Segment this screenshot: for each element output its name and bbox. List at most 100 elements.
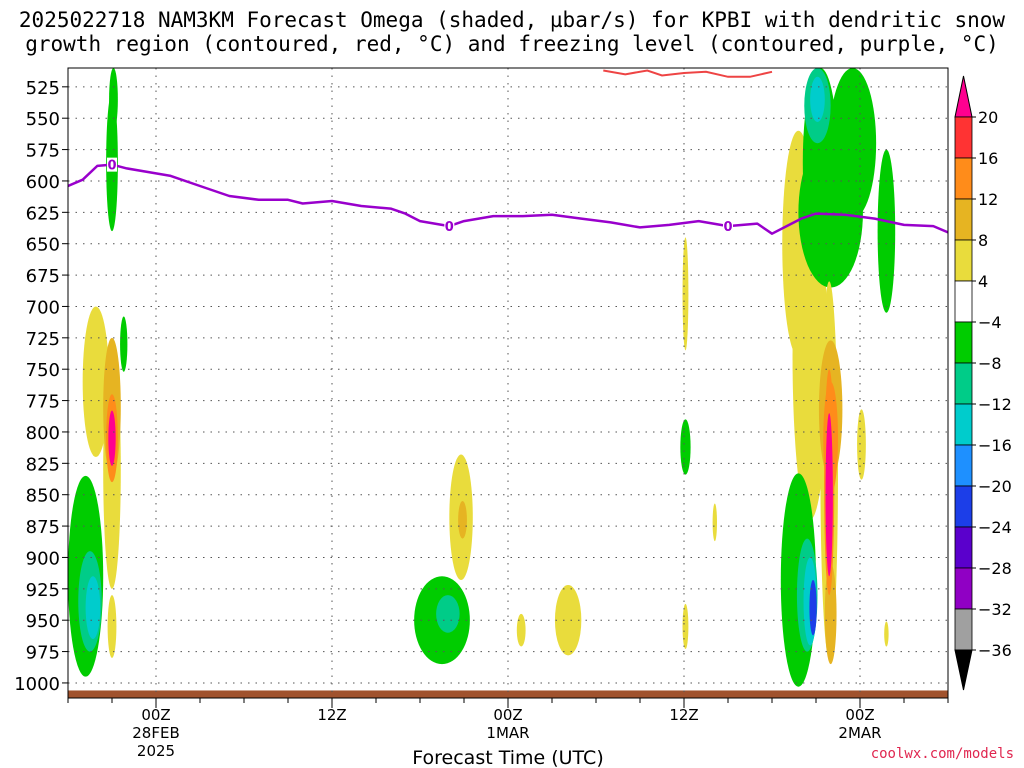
- omega-cell: [458, 500, 467, 539]
- omega-cell: [108, 410, 116, 466]
- y-tick-label: 1000: [14, 674, 60, 695]
- y-tick-label: 825: [26, 454, 60, 475]
- colorbar-label: 20: [978, 108, 998, 127]
- omega-cell: [857, 409, 866, 480]
- y-tick-label: 675: [26, 266, 60, 287]
- colorbar-label: −20: [978, 477, 1012, 496]
- omega-cell: [682, 237, 689, 351]
- omega-colorbar: 20 16 12 8 4 −4 −8 −12 −16 −20 −24 −28 −32 −36: [954, 75, 1012, 691]
- colorbar-label: −4: [978, 313, 1002, 332]
- y-tick-label: 950: [26, 611, 60, 632]
- freezing-label-bg: [444, 219, 455, 234]
- y-tick-label: 600: [26, 172, 60, 193]
- y-tick-label: 850: [26, 486, 60, 507]
- x-tick-label: 2025: [137, 742, 175, 760]
- terrain-fill: [68, 690, 948, 698]
- omega-cell: [829, 68, 877, 219]
- y-tick-label: 750: [26, 360, 60, 381]
- x-tick-label: 00Z: [493, 706, 522, 724]
- freezing-label: 0: [723, 220, 732, 235]
- plot-grid: [68, 68, 948, 698]
- chart-title-line-2: growth region (contoured, red, °C) and f…: [25, 32, 999, 56]
- colorbar-label: −28: [978, 559, 1012, 578]
- freezing-label-bg: [723, 219, 733, 234]
- colorbar-label: 16: [978, 149, 998, 168]
- colorbar-label: −32: [978, 600, 1012, 619]
- omega-cell: [82, 306, 110, 458]
- y-tick-label: 925: [26, 580, 60, 601]
- omega-cell: [810, 76, 825, 122]
- x-tick-label: 2MAR: [838, 724, 881, 742]
- omega-cell: [877, 149, 896, 313]
- colorbar-segment: [954, 116, 973, 159]
- x-tick-label: 1MAR: [486, 724, 529, 742]
- freezing-label-bg: [107, 157, 117, 172]
- omega-cell: [682, 603, 689, 650]
- y-tick-label: 550: [26, 109, 60, 130]
- y-tick-label: 800: [26, 423, 60, 444]
- omega-cell: [120, 316, 128, 372]
- y-tick-label: 650: [26, 235, 60, 256]
- colorbar-segment: [954, 198, 973, 241]
- omega-cell: [109, 68, 118, 131]
- y-tick-label: 725: [26, 329, 60, 350]
- y-tick-label: 900: [26, 548, 60, 569]
- y-tick-label: 575: [26, 141, 60, 162]
- dgz-contour: [603, 69, 773, 78]
- omega-cell: [809, 580, 817, 636]
- y-tick-label: 625: [26, 203, 60, 224]
- colorbar-label: −12: [978, 395, 1012, 414]
- y-tick-label: 975: [26, 643, 60, 664]
- colorbar-segment: [954, 485, 973, 528]
- omega-cell: [884, 621, 889, 647]
- x-tick-label: 12Z: [317, 706, 346, 724]
- colorbar-label: 12: [978, 190, 998, 209]
- colorbar-label: −24: [978, 518, 1012, 537]
- omega-cell: [85, 576, 101, 640]
- y-tick-label: 525: [26, 78, 60, 99]
- omega-cell: [825, 413, 833, 577]
- colorbar-segment: [954, 157, 973, 200]
- omega-cell: [107, 595, 117, 658]
- colorbar-segment: [954, 362, 973, 405]
- colorbar-label: −16: [978, 436, 1012, 455]
- omega-cell: [712, 503, 717, 542]
- y-tick-label: 700: [26, 297, 60, 318]
- colorbar-label: −8: [978, 354, 1002, 373]
- source-credit[interactable]: coolwx.com/models: [870, 746, 1014, 762]
- colorbar-segment: [954, 403, 973, 446]
- x-tick-label: 28FEB: [132, 724, 179, 742]
- terrain-band: [68, 690, 948, 698]
- colorbar-bottom-arrow: [954, 649, 973, 691]
- omega-cell: [516, 613, 526, 647]
- chart-title-line-1: 2025022718 NAM3KM Forecast Omega (shaded…: [18, 8, 1006, 32]
- colorbar-label: −36: [978, 641, 1012, 660]
- pressure-axis: 525 550 575 600 625 650 675 700 725 750 775 800 825 8…: [14, 78, 68, 695]
- colorbar-segment: [954, 526, 973, 569]
- y-tick-label: 875: [26, 517, 60, 538]
- colorbar-segment: [954, 280, 973, 323]
- colorbar-segment: [954, 444, 973, 487]
- colorbar-segment: [954, 239, 973, 282]
- x-tick-label: 12Z: [669, 706, 698, 724]
- freezing-label: 0: [445, 220, 454, 235]
- colorbar-segment: [954, 567, 973, 610]
- omega-cell: [554, 585, 582, 656]
- omega-shading: [68, 68, 896, 687]
- omega-cell: [436, 595, 460, 633]
- omega-cell: [680, 419, 691, 475]
- colorbar-segment: [954, 608, 973, 651]
- x-axis-label: Forecast Time (UTC): [412, 747, 603, 768]
- colorbar-segment: [954, 321, 973, 364]
- x-tick-label: 00Z: [141, 706, 170, 724]
- colorbar-label: 4: [978, 272, 988, 291]
- freezing-label: 0: [107, 159, 116, 174]
- freezing-level-line: [68, 163, 948, 235]
- contour-lines: 0 0 0: [68, 69, 948, 235]
- y-tick-label: 775: [26, 392, 60, 413]
- colorbar-top-arrow: [954, 75, 973, 118]
- colorbar-label: 8: [978, 231, 988, 250]
- x-tick-label: 00Z: [845, 706, 874, 724]
